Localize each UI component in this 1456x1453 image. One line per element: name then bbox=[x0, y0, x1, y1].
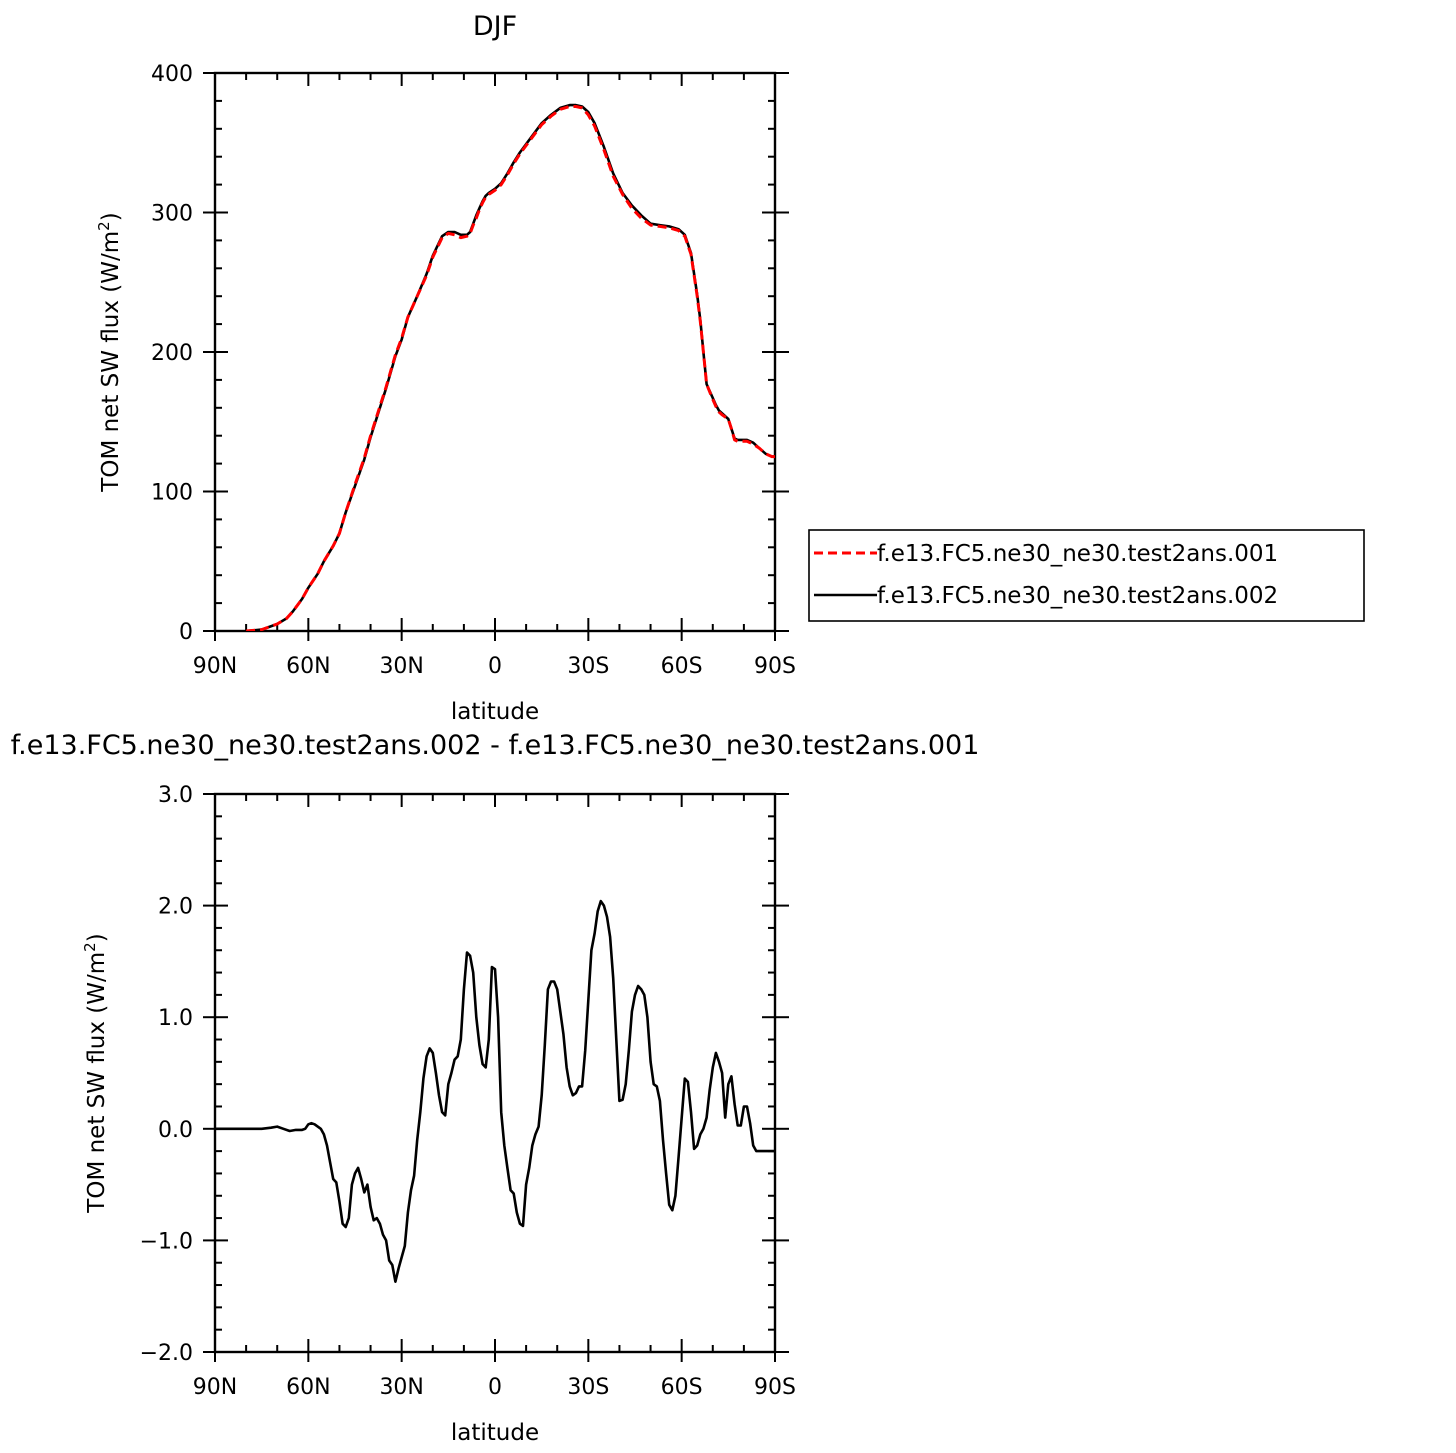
chart-1-ylabel: TOM net SW flux (W/m2) bbox=[81, 933, 110, 1213]
bottom-chart: f.e13.FC5.ne30_ne30.test2ans.002 - f.e13… bbox=[11, 730, 980, 1446]
chart-0-xtick-label: 90N bbox=[193, 654, 237, 679]
chart-0-title: DJF bbox=[473, 11, 517, 42]
chart-1-ytick-label: 3.0 bbox=[158, 783, 193, 808]
chart-1-ytick-label: 0.0 bbox=[158, 1118, 193, 1143]
chart-0-xlabel: latitude bbox=[451, 699, 539, 725]
chart-1-plot-frame bbox=[213, 792, 777, 1354]
chart-1-xtick-label: 90N bbox=[193, 1375, 237, 1400]
chart-1-ytick-label: 1.0 bbox=[158, 1006, 193, 1031]
chart-0-series-1-line bbox=[245, 103, 775, 631]
chart-0-ytick-label: 0 bbox=[179, 620, 193, 645]
chart-0-ytick-label: 400 bbox=[151, 62, 193, 87]
chart-0-xtick-label: 30S bbox=[567, 654, 609, 679]
chart-1-xtick-label: 30S bbox=[567, 1375, 609, 1400]
chart-1-xtick-label: 60N bbox=[286, 1375, 330, 1400]
legend-box bbox=[808, 529, 1365, 622]
chart-1-title: f.e13.FC5.ne30_ne30.test2ans.002 - f.e13… bbox=[11, 730, 980, 761]
chart-1-ytick-label: −1.0 bbox=[140, 1229, 193, 1254]
top-chart: DJF 90N 60N 30N 0 30S 60S 90S 0 100 200 300 400 latit… bbox=[95, 11, 1365, 725]
chart-0-ytick-label: 300 bbox=[151, 202, 193, 227]
legend-label-1: f.e13.FC5.ne30_ne30.test2ans.002 bbox=[877, 583, 1278, 609]
legend-label-0: f.e13.FC5.ne30_ne30.test2ans.001 bbox=[877, 541, 1278, 567]
chart-0-ytick-label: 200 bbox=[151, 341, 193, 366]
chart-0-plot-frame bbox=[213, 71, 777, 633]
chart-0-xtick-label: 60N bbox=[286, 654, 330, 679]
chart-1-xtick-label: 60S bbox=[661, 1375, 703, 1400]
chart-0-series-0-line bbox=[245, 105, 775, 631]
chart-1-xlabel: latitude bbox=[451, 1420, 539, 1446]
chart-0-xtick-label: 90S bbox=[754, 654, 796, 679]
chart-0-ylabel: TOM net SW flux (W/m2) bbox=[95, 212, 124, 492]
chart-1-series-0-line bbox=[215, 899, 775, 1283]
chart-0-ytick-label: 100 bbox=[151, 481, 193, 506]
chart-1-xtick-label: 0 bbox=[488, 1375, 502, 1400]
chart-1-xtick-label: 30N bbox=[379, 1375, 423, 1400]
chart-0-xtick-label: 30N bbox=[379, 654, 423, 679]
chart-0-xtick-label: 0 bbox=[488, 654, 502, 679]
chart-1-ytick-label: −2.0 bbox=[140, 1341, 193, 1366]
chart-0-xtick-label: 60S bbox=[661, 654, 703, 679]
chart-1-xtick-label: 90S bbox=[754, 1375, 796, 1400]
chart-1-ytick-label: 2.0 bbox=[158, 895, 193, 920]
